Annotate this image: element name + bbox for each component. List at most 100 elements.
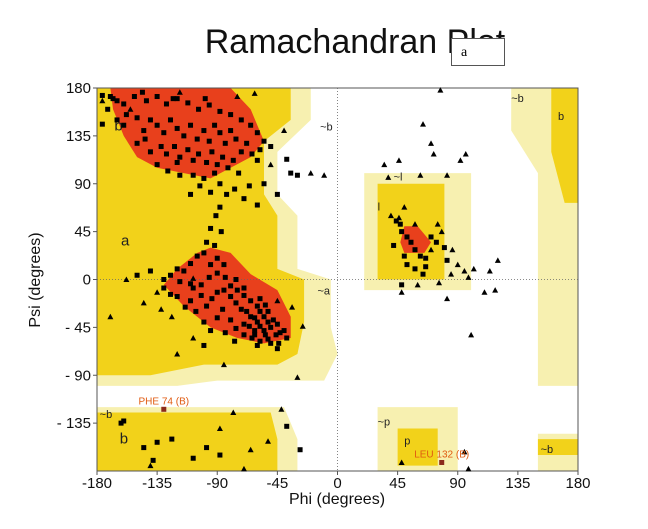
point-square-147 <box>262 332 268 338</box>
point-square-65 <box>217 181 223 187</box>
point-square-73 <box>190 172 196 178</box>
point-square-41 <box>238 149 244 155</box>
point-square-30 <box>174 125 180 131</box>
point-square-9 <box>174 96 180 102</box>
point-triangle-61 <box>468 331 475 338</box>
point-triangle-43 <box>411 221 418 227</box>
point-square-141 <box>273 332 279 338</box>
point-square-83 <box>208 225 214 231</box>
point-square-161 <box>241 285 247 291</box>
region-label-2: a <box>121 232 130 249</box>
point-square-55 <box>196 151 202 157</box>
point-square-174 <box>154 439 160 445</box>
point-square-76 <box>246 183 252 189</box>
point-square-57 <box>209 149 215 155</box>
point-square-54 <box>190 157 196 163</box>
region-label-5: l <box>378 201 380 213</box>
y-tick-label-1: 135 <box>66 128 91 145</box>
x-axis-ticks: -180 -135 -90 -45 0 45 90 135 180 <box>82 471 591 492</box>
region-9 <box>551 88 578 203</box>
point-square-128 <box>193 308 199 314</box>
point-square-45 <box>257 147 263 153</box>
point-triangle-25 <box>289 304 296 310</box>
x-tick-label-5: 45 <box>389 475 406 492</box>
point-square-150 <box>284 335 290 341</box>
point-triangle-44 <box>434 221 441 227</box>
point-square-34 <box>201 128 207 134</box>
point-triangle-40 <box>387 212 394 219</box>
point-triangle-38 <box>381 161 388 168</box>
point-square-154 <box>208 328 214 334</box>
point-square-155 <box>222 330 228 336</box>
x-tick-label-2: -90 <box>206 475 228 492</box>
point-square-77 <box>241 196 247 202</box>
y-tick-label-5: - 45 <box>65 319 91 336</box>
point-square-33 <box>194 136 200 142</box>
point-square-197 <box>399 282 405 288</box>
point-square-86 <box>218 229 224 235</box>
point-triangle-62 <box>398 459 405 465</box>
point-square-22 <box>121 122 127 128</box>
point-square-75 <box>188 191 194 197</box>
point-triangle-49 <box>461 267 468 274</box>
point-square-38 <box>222 140 228 146</box>
point-square-49 <box>158 144 164 150</box>
point-triangle-2 <box>176 89 183 95</box>
point-square-130 <box>182 304 188 310</box>
point-triangle-28 <box>321 172 328 178</box>
point-square-95 <box>167 272 173 278</box>
point-square-168 <box>121 418 127 424</box>
point-square-191 <box>441 245 447 251</box>
point-square-200 <box>170 96 176 102</box>
point-square-61 <box>230 157 236 163</box>
point-triangle-21 <box>265 438 272 444</box>
region-label-10: ~p <box>378 416 391 428</box>
point-square-121 <box>233 300 239 306</box>
point-square-194 <box>412 266 418 272</box>
point-square-17 <box>254 130 260 136</box>
point-square-152 <box>265 308 271 314</box>
point-square-137 <box>241 332 247 338</box>
point-triangle-55 <box>465 274 472 280</box>
point-square-127 <box>198 292 204 298</box>
point-square-96 <box>161 277 167 282</box>
point-square-166 <box>147 268 153 274</box>
x-tick-label-3: -45 <box>267 475 289 492</box>
x-tick-label-0: -180 <box>82 475 112 492</box>
point-square-11 <box>196 106 202 112</box>
x-axis-label: Phi (degrees) <box>289 491 385 508</box>
point-square-195 <box>404 262 410 268</box>
point-square-124 <box>214 289 220 295</box>
region-10 <box>537 439 578 456</box>
point-square-184 <box>391 242 397 248</box>
point-square-64 <box>201 175 207 181</box>
point-triangle-8 <box>174 350 181 357</box>
point-square-167 <box>201 342 207 348</box>
point-square-157 <box>254 342 260 348</box>
point-square-51 <box>171 144 177 150</box>
point-triangle-11 <box>158 306 165 312</box>
point-triangle-19 <box>147 462 154 469</box>
point-square-175 <box>284 423 290 429</box>
point-square-3 <box>114 98 120 104</box>
y-axis-ticks: 180 135 90 45 0 - 45 - 90 - 135 <box>57 80 97 432</box>
region-label-0: b <box>114 118 122 135</box>
point-square-90 <box>208 262 214 268</box>
point-triangle-14 <box>140 299 147 306</box>
point-square-24 <box>134 115 140 121</box>
point-square-116 <box>252 328 258 334</box>
point-triangle-9 <box>168 313 175 320</box>
point-square-42 <box>244 140 250 146</box>
point-square-32 <box>188 122 194 128</box>
point-square-125 <box>209 296 215 302</box>
point-square-15 <box>238 117 244 123</box>
point-square-44 <box>254 157 260 163</box>
point-triangle-0 <box>99 97 106 104</box>
zero-lines <box>97 88 578 471</box>
point-square-98 <box>188 281 194 287</box>
outlier-point-1 <box>439 459 445 465</box>
y-tick-label-6: - 90 <box>65 367 91 384</box>
point-square-183 <box>408 239 414 245</box>
point-square-153 <box>201 319 207 325</box>
